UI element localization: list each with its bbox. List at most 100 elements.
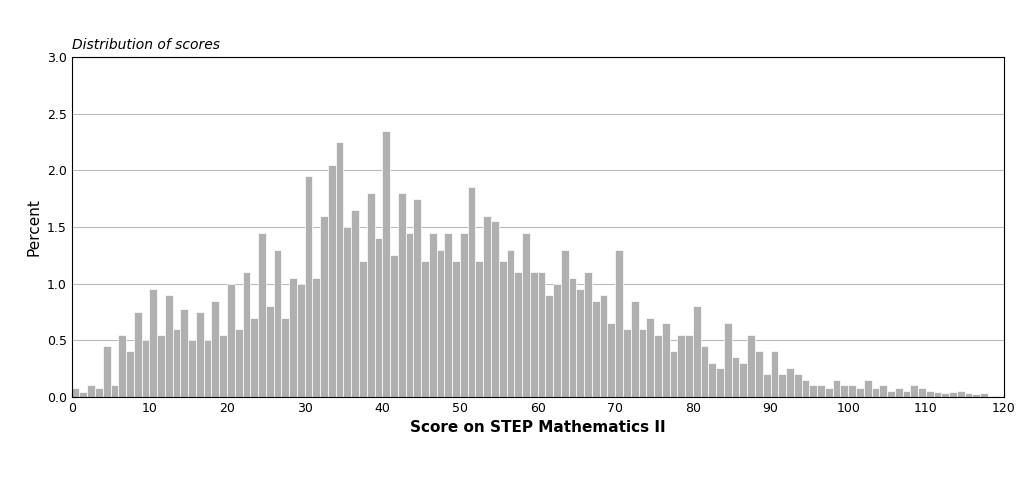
- Bar: [382, 131, 390, 397]
- Bar: [623, 329, 631, 397]
- Bar: [848, 385, 856, 397]
- Bar: [809, 385, 817, 397]
- Bar: [716, 369, 724, 397]
- Bar: [390, 255, 397, 397]
- Bar: [180, 308, 188, 397]
- Bar: [336, 142, 343, 397]
- Bar: [289, 278, 297, 397]
- Bar: [258, 233, 266, 397]
- Bar: [211, 301, 219, 397]
- Bar: [397, 193, 406, 397]
- Bar: [895, 388, 902, 397]
- Bar: [343, 227, 351, 397]
- Bar: [856, 388, 864, 397]
- Bar: [297, 283, 305, 397]
- Bar: [833, 380, 841, 397]
- Bar: [157, 335, 165, 397]
- Bar: [351, 210, 359, 397]
- Bar: [111, 385, 118, 397]
- Bar: [941, 393, 949, 397]
- Bar: [631, 301, 639, 397]
- Bar: [196, 312, 204, 397]
- Bar: [514, 272, 522, 397]
- Bar: [483, 216, 492, 397]
- Bar: [421, 261, 429, 397]
- Bar: [538, 272, 546, 397]
- Bar: [965, 393, 973, 397]
- Bar: [102, 346, 111, 397]
- Bar: [577, 289, 584, 397]
- Bar: [507, 250, 514, 397]
- Bar: [670, 351, 678, 397]
- Bar: [119, 335, 126, 397]
- Bar: [988, 396, 995, 397]
- Bar: [973, 394, 980, 397]
- Bar: [902, 391, 910, 397]
- Bar: [685, 335, 693, 397]
- Bar: [615, 250, 623, 397]
- Bar: [126, 351, 134, 397]
- Bar: [227, 283, 234, 397]
- Bar: [709, 363, 716, 397]
- Bar: [359, 261, 367, 397]
- Bar: [739, 363, 748, 397]
- Bar: [934, 392, 941, 397]
- Bar: [732, 357, 739, 397]
- Bar: [312, 278, 321, 397]
- Bar: [980, 393, 988, 397]
- Bar: [654, 335, 662, 397]
- Bar: [646, 317, 654, 397]
- Bar: [282, 317, 289, 397]
- Bar: [995, 396, 1004, 397]
- Bar: [561, 250, 568, 397]
- X-axis label: Score on STEP Mathematics II: Score on STEP Mathematics II: [410, 420, 666, 435]
- Bar: [414, 199, 421, 397]
- Bar: [165, 295, 173, 397]
- Bar: [863, 380, 871, 397]
- Bar: [273, 250, 282, 397]
- Bar: [375, 239, 382, 397]
- Bar: [243, 272, 250, 397]
- Bar: [406, 233, 414, 397]
- Bar: [460, 233, 468, 397]
- Bar: [529, 272, 538, 397]
- Bar: [72, 388, 80, 397]
- Bar: [219, 335, 227, 397]
- Bar: [817, 385, 825, 397]
- Bar: [80, 392, 87, 397]
- Bar: [321, 216, 328, 397]
- Bar: [748, 335, 755, 397]
- Bar: [607, 323, 615, 397]
- Bar: [678, 335, 685, 397]
- Y-axis label: Percent: Percent: [27, 198, 41, 256]
- Bar: [871, 388, 880, 397]
- Bar: [134, 312, 141, 397]
- Bar: [949, 392, 956, 397]
- Bar: [367, 193, 375, 397]
- Bar: [693, 306, 700, 397]
- Bar: [786, 369, 794, 397]
- Bar: [95, 388, 102, 397]
- Bar: [522, 233, 529, 397]
- Bar: [328, 165, 336, 397]
- Bar: [141, 340, 150, 397]
- Bar: [662, 323, 670, 397]
- Bar: [234, 329, 243, 397]
- Bar: [429, 233, 436, 397]
- Bar: [600, 295, 607, 397]
- Bar: [1004, 396, 1012, 397]
- Bar: [794, 374, 802, 397]
- Bar: [825, 388, 833, 397]
- Bar: [173, 329, 180, 397]
- Bar: [919, 388, 926, 397]
- Bar: [266, 306, 273, 397]
- Bar: [444, 233, 453, 397]
- Bar: [910, 385, 919, 397]
- Bar: [880, 385, 887, 397]
- Bar: [553, 283, 561, 397]
- Bar: [584, 272, 592, 397]
- Bar: [770, 351, 778, 397]
- Bar: [956, 391, 965, 397]
- Bar: [763, 374, 771, 397]
- Bar: [499, 261, 507, 397]
